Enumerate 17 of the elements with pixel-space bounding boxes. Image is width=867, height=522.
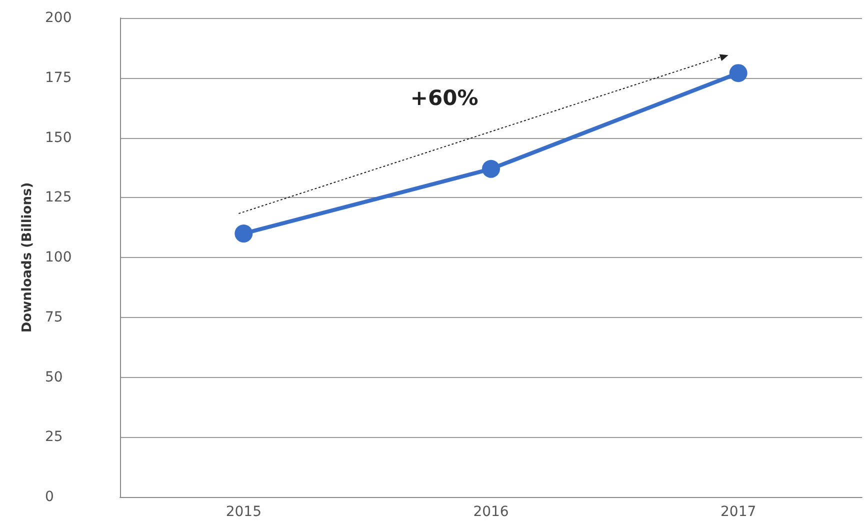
point [482,160,500,178]
y-tick-label: 75 [45,309,63,326]
y-tick-label: 0 [45,489,54,505]
x-tick-label: 2015 [226,504,262,520]
point [234,224,253,243]
x-tick-label: 2017 [720,504,756,520]
y-tick-label: 50 [45,369,63,386]
y-tick-label: 200 [45,10,72,26]
y-tick-label: 125 [45,190,72,206]
x-tick-label: 2016 [473,504,509,520]
y-tick-label: 175 [45,70,72,86]
y-axis-title: Downloads (Billions) [20,182,36,333]
y-tick-label: 25 [45,429,63,446]
y-tick-label: 100 [45,250,72,266]
annotation: +60% [410,86,478,110]
y-tick-label: 150 [45,130,72,146]
point [729,64,748,82]
